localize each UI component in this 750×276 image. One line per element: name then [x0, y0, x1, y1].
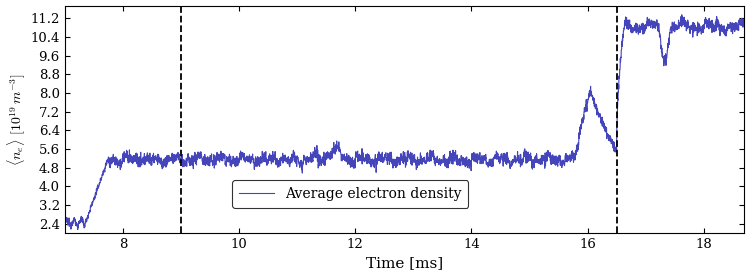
- Average electron density: [202, 156, 211, 160]
- Average electron density: [688, 26, 697, 29]
- Average electron density: [464, 159, 472, 163]
- Average electron density: [306, 151, 315, 154]
- Average electron density: [492, 154, 501, 158]
- Y-axis label: $\langle n_e \rangle$ $[10^{19}\,m^{-3}]$: $\langle n_e \rangle$ $[10^{19}\,m^{-3}]…: [5, 73, 28, 166]
- X-axis label: Time [ms]: Time [ms]: [366, 256, 443, 270]
- Average electron density: [74, 228, 82, 231]
- Line: Average electron density: Average electron density: [64, 15, 745, 230]
- Legend: Average electron density: Average electron density: [232, 180, 468, 208]
- Average electron density: [381, 154, 390, 157]
- Average electron density: [740, 26, 749, 29]
- Average electron density: [60, 221, 69, 225]
- Average electron density: [677, 13, 686, 17]
